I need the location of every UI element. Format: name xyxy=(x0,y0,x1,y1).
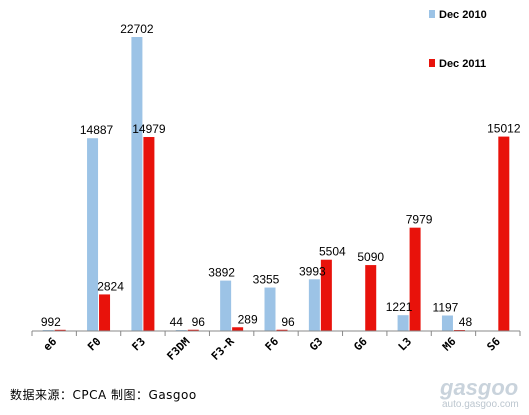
bars-layer xyxy=(42,37,510,331)
category-label: e6 xyxy=(41,335,60,354)
data-label: 96 xyxy=(281,315,295,329)
data-label: 22702 xyxy=(120,22,154,36)
legend-swatch xyxy=(429,59,435,67)
data-label: 5504 xyxy=(319,245,346,259)
data-label: 14979 xyxy=(132,122,166,136)
bar-S6-dec-2011 xyxy=(498,136,510,331)
bar-F3-R-dec-2010 xyxy=(220,280,232,331)
category-label: M6 xyxy=(440,335,459,354)
category-label: L3 xyxy=(396,335,415,354)
bar-M6-dec-2010 xyxy=(441,315,453,331)
source-note: 数据来源：CPCA 制图：Gasgoo xyxy=(10,388,197,402)
bar-F6-dec-2010 xyxy=(264,287,276,331)
data-label: 44 xyxy=(170,315,184,329)
bar-F3-dec-2011 xyxy=(143,137,155,331)
category-label: F3 xyxy=(129,335,148,354)
category-label: F3-R xyxy=(209,335,237,363)
bar-F3-dec-2010 xyxy=(131,37,143,331)
category-label: F0 xyxy=(85,335,104,354)
data-label: 48 xyxy=(459,315,473,329)
category-label: S6 xyxy=(484,335,503,354)
category-labels-layer: e6 F0 F3 F3DM F3-R F6 G3 G6 L3 M6 S6 xyxy=(41,335,503,363)
bar-F3DM-dec-2011 xyxy=(187,329,199,331)
bar-e6-dec-2011 xyxy=(54,329,66,331)
data-label: 3993 xyxy=(299,264,326,278)
category-label: F6 xyxy=(263,335,282,354)
bar-L3-dec-2010 xyxy=(397,315,409,331)
bar-F0-dec-2011 xyxy=(99,294,111,331)
bar-F0-dec-2010 xyxy=(87,138,99,331)
legend-swatch xyxy=(429,10,435,18)
bar-G3-dec-2011 xyxy=(320,259,332,331)
data-label: 15012 xyxy=(487,122,521,136)
legend-label: Dec 2011 xyxy=(439,58,486,70)
data-label: 289 xyxy=(238,312,258,326)
data-label: 3892 xyxy=(208,266,235,280)
bar-G6-dec-2011 xyxy=(365,265,377,331)
category-label: G6 xyxy=(351,335,370,354)
data-label: 96 xyxy=(192,315,206,329)
bar-G3-dec-2010 xyxy=(308,279,320,331)
data-label: 7979 xyxy=(406,213,433,227)
watermark-url: auto.gasgoo.com xyxy=(442,399,519,410)
bar-L3-dec-2011 xyxy=(409,227,421,331)
data-label: 3355 xyxy=(253,273,280,287)
data-label: 92 xyxy=(48,315,62,329)
bar-F6-dec-2011 xyxy=(276,329,288,331)
data-label: 14887 xyxy=(80,123,114,137)
x-ticks-layer xyxy=(31,331,521,336)
data-label: 2824 xyxy=(97,279,124,293)
legend-label: Dec 2010 xyxy=(439,9,487,21)
data-label: 5090 xyxy=(357,250,384,264)
watermark-logo: gasgoo xyxy=(440,375,519,400)
data-label: 9 xyxy=(41,315,48,329)
data-label: 1221 xyxy=(386,300,413,314)
category-label: G3 xyxy=(307,335,326,354)
bar-F3-R-dec-2011 xyxy=(232,327,244,331)
legend: Dec 2010 Dec 2011 xyxy=(429,9,487,70)
data-labels-layer: 9 92 14887 2824 22702 14979 44 96 3892 289 3355 96 3… xyxy=(41,22,521,329)
data-label: 1197 xyxy=(433,300,459,314)
category-label: F3DM xyxy=(164,335,192,363)
